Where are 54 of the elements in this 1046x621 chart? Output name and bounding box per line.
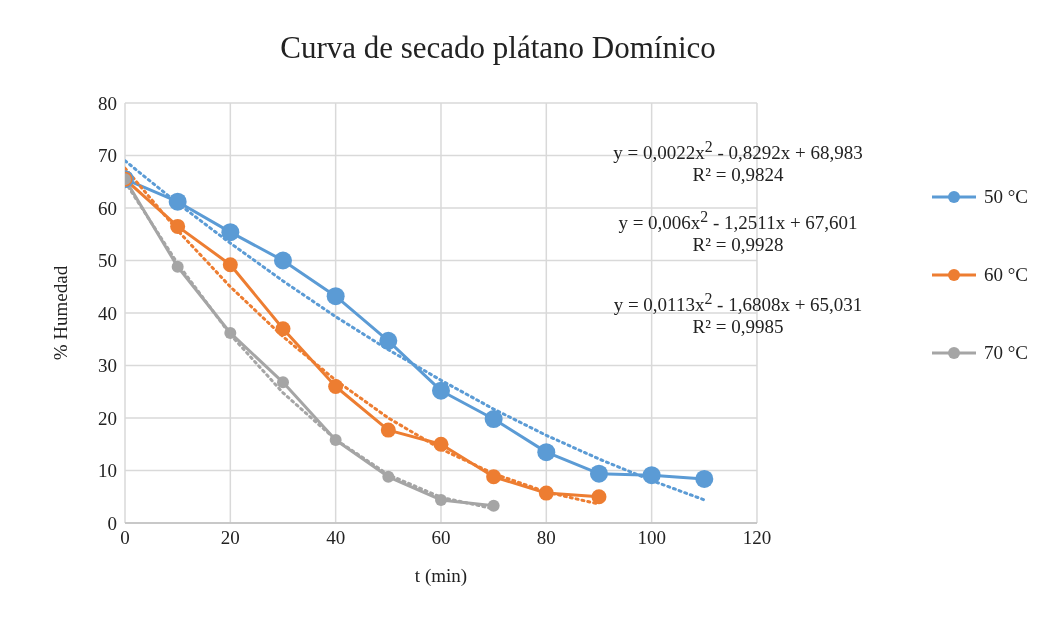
chart-title: Curva de secado plátano Domínico [279, 30, 717, 66]
point [695, 469, 714, 488]
point [487, 499, 500, 512]
point [380, 422, 396, 438]
legend-label: 50 °C [983, 186, 1028, 208]
legend-label: 60 °C [983, 264, 1028, 286]
annotation: y = 0,0022x$^{2}$ - 0,8292x + 68,983 [612, 137, 864, 165]
point [591, 489, 607, 505]
y-tick-label: 60 [98, 197, 117, 219]
point [642, 466, 661, 485]
point [486, 469, 502, 485]
point [276, 376, 289, 389]
point [434, 493, 447, 506]
point [484, 410, 503, 429]
point [275, 321, 291, 337]
point [222, 257, 238, 273]
annotation: R² = 0,9928 [691, 234, 785, 256]
point [537, 443, 556, 462]
x-tick-label: 100 [637, 527, 666, 549]
x-tick-label: 40 [326, 527, 346, 549]
point [379, 331, 398, 350]
point [171, 260, 184, 273]
x-tick-label: 60 [431, 527, 451, 549]
annotation: R² = 0,9985 [691, 316, 785, 338]
point [433, 436, 449, 452]
point [168, 192, 187, 211]
y-tick-label: 80 [98, 92, 117, 114]
point [273, 251, 292, 270]
y-tick-label: 40 [98, 302, 117, 324]
annotation: y = 0,0113x$^{2}$ - 1,6808x + 65,031 [612, 289, 864, 317]
point [221, 223, 240, 242]
y-tick-label: 70 [98, 145, 117, 167]
annotation: y = 0,006x$^{2}$ - 1,2511x + 67,601 [617, 207, 859, 235]
point [170, 218, 186, 234]
point [329, 434, 342, 447]
y-tick-label: 50 [98, 250, 117, 272]
y-tick-label: 10 [98, 460, 117, 482]
point [538, 485, 554, 501]
annotation: R² = 0,9824 [691, 164, 785, 186]
point [328, 379, 344, 394]
x-tick-label: 20 [220, 527, 240, 549]
y-tick-label: 20 [98, 407, 117, 429]
x-tick-label: 80 [536, 527, 556, 549]
legend-label: 70 °C [983, 342, 1028, 364]
x-axis-title: t (min) [414, 565, 468, 587]
y-tick-label: 0 [107, 512, 117, 534]
point [326, 287, 345, 306]
point [431, 381, 450, 400]
x-tick-label: 120 [742, 527, 772, 549]
point [224, 326, 237, 339]
point [589, 464, 608, 483]
y-axis-title: % Humedad [49, 265, 71, 361]
y-tick-label: 30 [98, 355, 117, 377]
point [382, 470, 395, 483]
